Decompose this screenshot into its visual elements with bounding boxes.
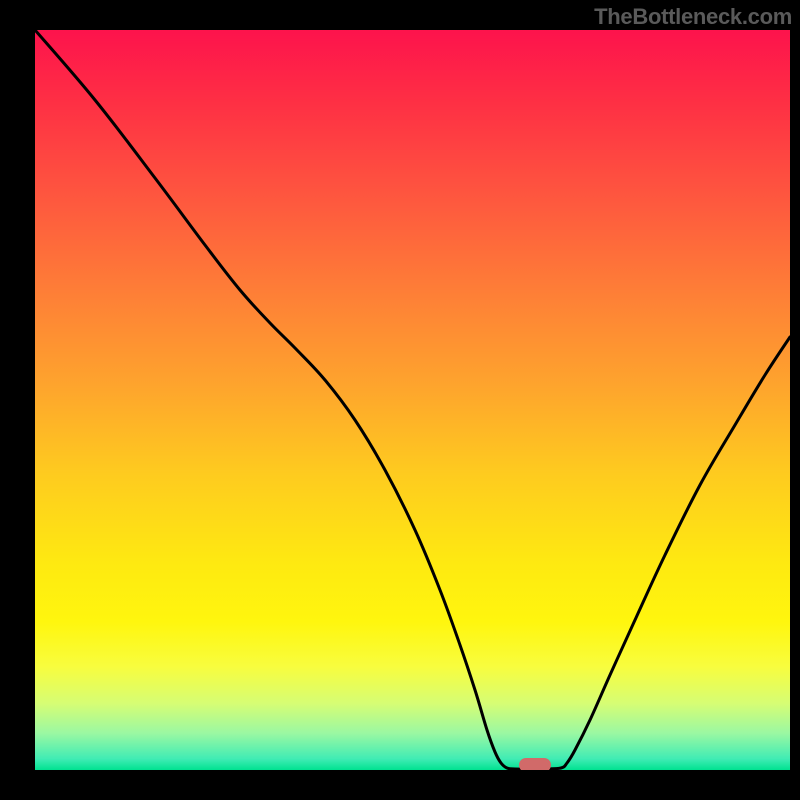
valley-marker bbox=[519, 758, 551, 770]
chart-container: TheBottleneck.com bbox=[0, 0, 800, 800]
watermark-text: TheBottleneck.com bbox=[594, 4, 792, 30]
plot-area bbox=[35, 30, 790, 770]
bottleneck-curve bbox=[35, 30, 790, 770]
